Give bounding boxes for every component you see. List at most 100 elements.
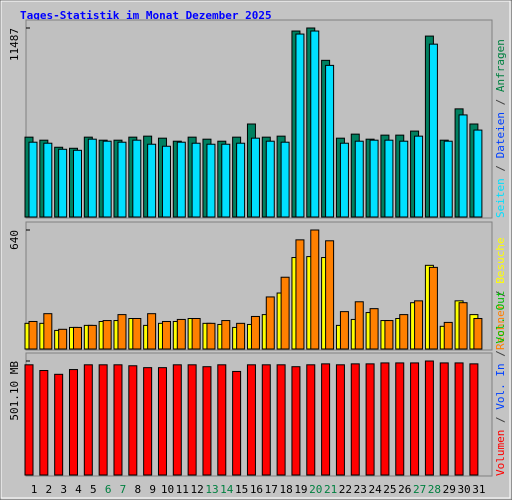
bar [380, 362, 390, 476]
bar [473, 129, 483, 218]
bar [102, 140, 112, 218]
x-tick-label: 18 [279, 483, 292, 496]
bar [28, 320, 38, 350]
bar [28, 141, 38, 218]
bar [369, 308, 379, 350]
bar [395, 362, 405, 476]
bar [310, 30, 320, 218]
bar [443, 321, 453, 350]
legend-separator: / [494, 344, 507, 364]
x-tick-label: 15 [235, 483, 248, 496]
x-tick-label: 2 [46, 483, 53, 496]
bar [161, 145, 171, 218]
bar [54, 373, 64, 476]
x-tick-label: 25 [383, 483, 396, 496]
x-tick-label: 11 [176, 483, 189, 496]
x-tick-label: 6 [105, 483, 112, 496]
x-tick-label: 4 [75, 483, 82, 496]
bar [473, 318, 483, 350]
legend-entry: Seiten [494, 178, 507, 218]
bar [321, 363, 331, 476]
x-tick-label: 27 [413, 483, 426, 496]
bar [98, 364, 108, 476]
bar [428, 43, 438, 218]
bar [117, 141, 127, 218]
bar [410, 362, 420, 476]
bar [157, 367, 167, 476]
bar [221, 143, 231, 218]
bar [191, 318, 201, 350]
bar [172, 364, 182, 476]
bar [428, 266, 438, 350]
bar [217, 364, 227, 476]
bar [458, 114, 468, 218]
bar [191, 142, 201, 218]
x-tick-label: 31 [472, 483, 485, 496]
bar [325, 240, 335, 350]
bar [399, 314, 409, 350]
bar [276, 364, 286, 476]
x-tick-label: 8 [134, 483, 141, 496]
legend-entry: Besuche [494, 237, 507, 283]
bar [384, 320, 394, 350]
bar [102, 320, 112, 350]
bar [43, 142, 53, 218]
x-tick-label: 17 [265, 483, 278, 496]
y-tick-label: 501.10 MB [8, 361, 21, 421]
bar [187, 364, 197, 476]
bar [424, 360, 434, 476]
x-tick-label: 7 [120, 483, 127, 496]
plot-area [25, 352, 493, 477]
bar [221, 320, 231, 350]
legend: Rechner / Besuche [494, 237, 507, 350]
bar [454, 362, 464, 476]
bar [87, 138, 97, 218]
bar [325, 64, 335, 218]
chart-title: Tages-Statistik im Monat Dezember 2025 [20, 9, 272, 22]
x-tick-label: 21 [324, 483, 337, 496]
bar [176, 141, 186, 218]
x-tick-label: 5 [90, 483, 97, 496]
bar [280, 141, 290, 218]
bar [72, 149, 82, 218]
bar [339, 311, 349, 350]
bar [354, 140, 364, 218]
bar [246, 364, 256, 476]
bar [365, 363, 375, 476]
legend-entry: Volumen [494, 430, 507, 476]
bar [87, 324, 97, 350]
bar [113, 364, 123, 476]
x-tick-label: 22 [339, 483, 352, 496]
bar [161, 320, 171, 350]
bar [350, 363, 360, 476]
x-tick-label: 1 [31, 483, 38, 496]
bar [265, 296, 275, 350]
bar [250, 137, 260, 218]
x-tick-label: 23 [354, 483, 367, 496]
x-tick-label: 24 [368, 483, 382, 496]
bar [202, 366, 212, 476]
bar [250, 315, 260, 350]
bar [236, 142, 246, 218]
bar [306, 364, 316, 476]
bar [147, 143, 157, 218]
bar [147, 313, 157, 350]
legend: Volumen / Vol. In / Vol. Out [494, 291, 507, 476]
x-tick-label: 28 [428, 483, 441, 496]
bar [369, 139, 379, 218]
legend-separator: / [494, 284, 507, 304]
bar [354, 301, 364, 350]
bar [43, 313, 53, 350]
x-tick-label: 16 [250, 483, 263, 496]
legend: Seiten / Dateien / Anfragen [494, 39, 507, 218]
bar [339, 142, 349, 218]
bar [176, 318, 186, 350]
bar [232, 370, 242, 476]
legend-entry: Anfragen [494, 39, 507, 92]
legend-entry: Rechner [494, 303, 507, 350]
legend-entry: Vol. In [494, 363, 507, 409]
x-tick-label: 19 [294, 483, 307, 496]
bar [399, 140, 409, 218]
bar [236, 322, 246, 350]
